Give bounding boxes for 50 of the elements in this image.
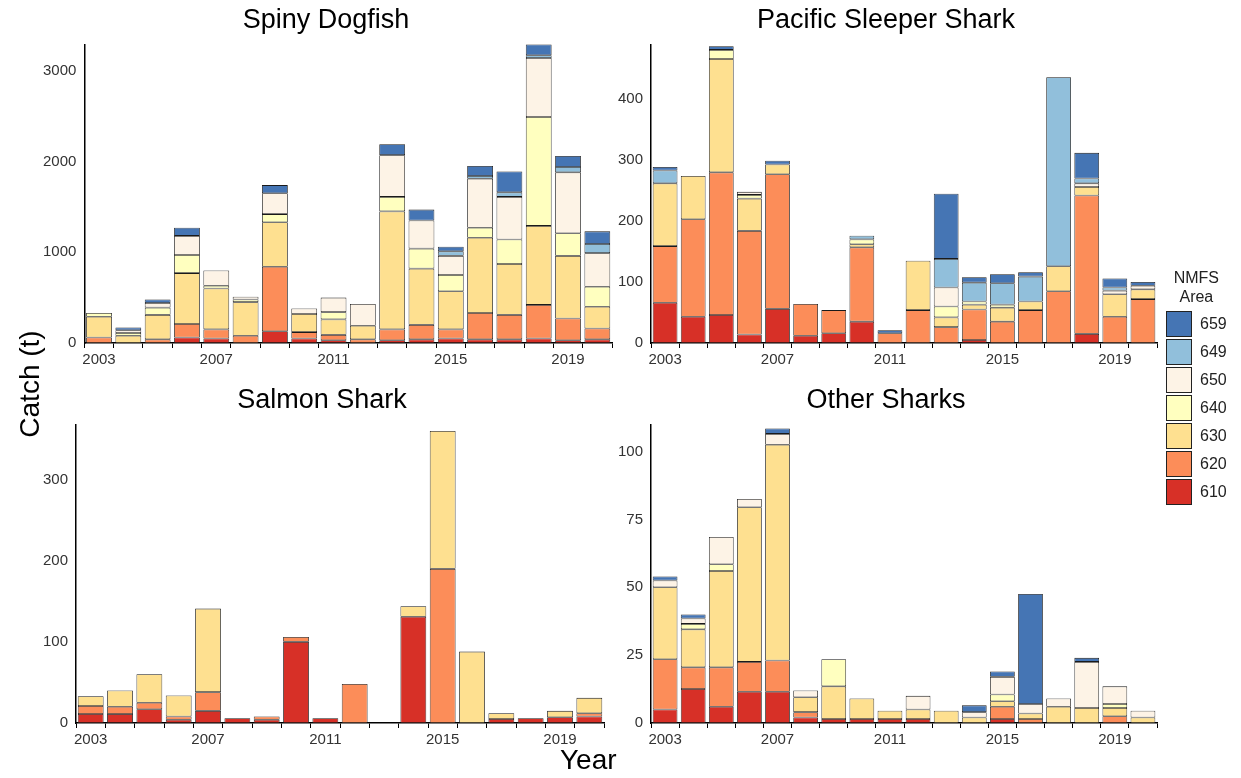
x-tick-label: 2015 bbox=[434, 350, 468, 368]
legend-label: 650 bbox=[1200, 371, 1227, 389]
y-tick-label: 300 bbox=[618, 150, 644, 168]
x-tick-label: 2003 bbox=[74, 730, 108, 748]
y-tick-label: 0 bbox=[634, 333, 644, 351]
legend-label: 640 bbox=[1200, 399, 1227, 417]
x-tick-label: 2015 bbox=[985, 730, 1020, 748]
x-tick-label: 2007 bbox=[760, 350, 795, 368]
x-tick-label: 2003 bbox=[648, 730, 682, 748]
x-tick-label: 2003 bbox=[648, 350, 682, 368]
x-tick-label: 2019 bbox=[1098, 350, 1132, 368]
x-tick-label: 2011 bbox=[317, 350, 350, 368]
y-tick-label: 100 bbox=[618, 272, 644, 290]
x-tick-label: 2011 bbox=[873, 350, 907, 368]
y-axis-title: Catch (t) bbox=[14, 329, 46, 440]
x-tick-label: 2015 bbox=[425, 730, 460, 748]
y-tick-label: 0 bbox=[634, 713, 644, 731]
y-tick-label: 0 bbox=[68, 333, 77, 351]
y-tick-label: 75 bbox=[626, 509, 644, 527]
chart-title: Spiny Dogfish bbox=[242, 3, 410, 34]
chart-title: Pacific Sleeper Shark bbox=[756, 3, 1016, 34]
x-tick-label: 2015 bbox=[985, 350, 1020, 368]
chart-title: Other Sharks bbox=[806, 383, 966, 414]
y-tick-label: 2000 bbox=[42, 151, 77, 169]
y-tick-label: 200 bbox=[618, 211, 644, 229]
y-tick-label: 50 bbox=[626, 577, 644, 595]
legend-title: NMFS Area bbox=[1172, 268, 1220, 306]
x-tick-label: 2011 bbox=[309, 730, 342, 748]
y-tick-label: 200 bbox=[43, 550, 69, 568]
y-tick-label: 1000 bbox=[42, 242, 77, 260]
legend-label: 659 bbox=[1200, 315, 1227, 333]
legend-label: 610 bbox=[1200, 483, 1227, 501]
x-tick-label: 2007 bbox=[760, 730, 795, 748]
chart-title: Salmon Shark bbox=[237, 383, 408, 414]
legend-label: 630 bbox=[1200, 427, 1227, 445]
x-tick-label: 2019 bbox=[1098, 730, 1132, 748]
x-tick-label: 2019 bbox=[551, 350, 585, 368]
y-tick-label: 3000 bbox=[42, 60, 77, 78]
y-tick-label: 25 bbox=[626, 645, 644, 663]
y-tick-label: 100 bbox=[43, 632, 69, 649]
x-tick-label: 2007 bbox=[199, 350, 233, 368]
legend-label: 620 bbox=[1200, 455, 1227, 473]
y-tick-label: 300 bbox=[43, 469, 69, 487]
x-tick-label: 2007 bbox=[191, 730, 225, 748]
y-tick-label: 400 bbox=[618, 89, 644, 107]
x-tick-label: 2011 bbox=[873, 730, 907, 748]
y-tick-label: 0 bbox=[59, 713, 69, 731]
y-tick-label: 100 bbox=[618, 441, 644, 459]
legend-label: 649 bbox=[1200, 343, 1227, 361]
x-tick-label: 2003 bbox=[82, 350, 116, 368]
